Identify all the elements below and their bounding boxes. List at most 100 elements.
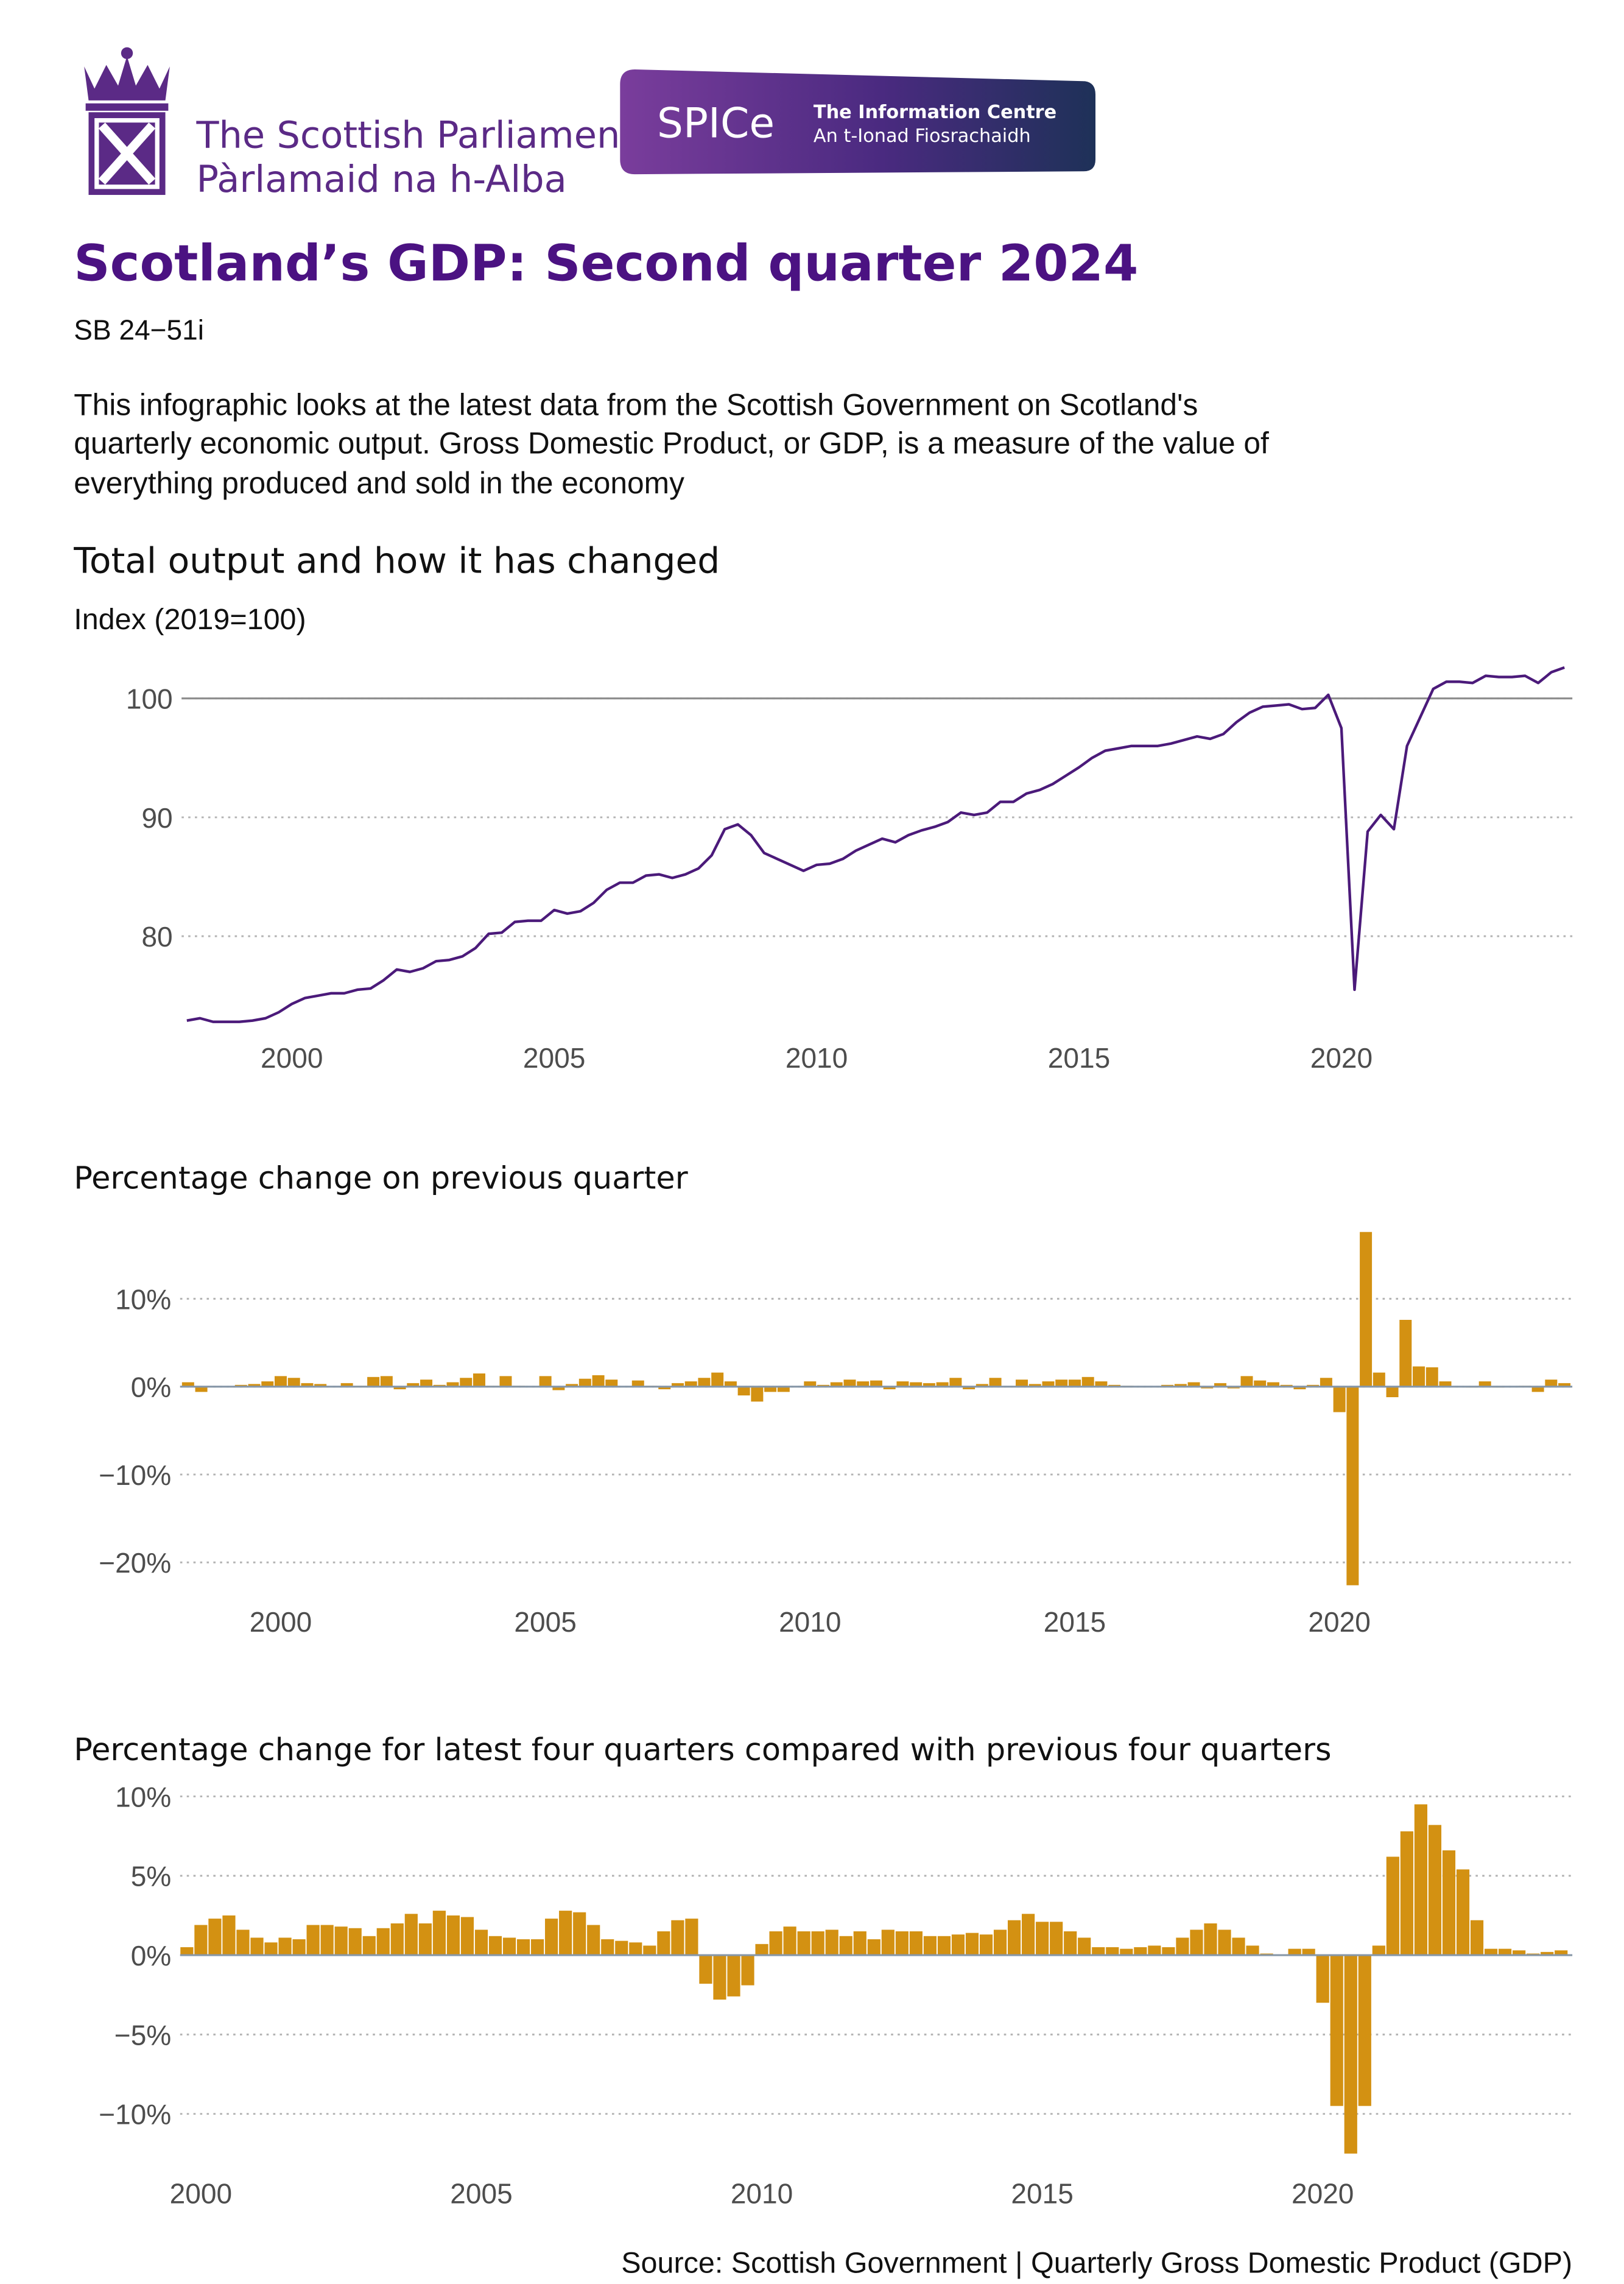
bar bbox=[380, 1376, 393, 1387]
bar bbox=[1330, 1955, 1343, 2106]
parliament-logo bbox=[84, 47, 170, 196]
x-tick-label: 2005 bbox=[450, 2177, 512, 2209]
badge bbox=[620, 69, 1096, 175]
bar bbox=[1050, 1922, 1063, 1956]
bar bbox=[764, 1386, 777, 1392]
bar bbox=[1545, 1380, 1558, 1387]
y-tick-label: 0% bbox=[131, 1372, 172, 1403]
bar bbox=[261, 1381, 274, 1387]
bar bbox=[1541, 1951, 1554, 1956]
bar bbox=[857, 1381, 870, 1387]
bar bbox=[208, 1919, 222, 1956]
bar bbox=[287, 1378, 300, 1387]
badge-name: SPICe bbox=[657, 99, 775, 147]
bar bbox=[629, 1942, 642, 1956]
bar bbox=[530, 1939, 544, 1956]
bar bbox=[1346, 1386, 1359, 1585]
bar bbox=[896, 1381, 909, 1387]
bar bbox=[1246, 1945, 1259, 1956]
bar bbox=[979, 1934, 993, 1956]
bar bbox=[446, 1382, 459, 1387]
bar bbox=[1531, 1386, 1544, 1392]
bar bbox=[545, 1919, 558, 1956]
bar bbox=[1413, 1366, 1425, 1387]
bar bbox=[264, 1942, 278, 1956]
intro-line: This infographic looks at the latest dat… bbox=[74, 387, 1198, 421]
bar bbox=[685, 1919, 698, 1956]
bar bbox=[539, 1376, 552, 1387]
bar bbox=[1055, 1380, 1068, 1387]
bar bbox=[1190, 1930, 1203, 1956]
bar bbox=[314, 1384, 327, 1387]
bar bbox=[1400, 1831, 1413, 1956]
bar bbox=[741, 1955, 754, 1986]
y-tick-label: −10% bbox=[99, 2099, 171, 2131]
line-series bbox=[186, 666, 1565, 1023]
bar bbox=[643, 1945, 656, 1956]
bar bbox=[566, 1384, 578, 1387]
bar bbox=[671, 1920, 684, 1956]
bar bbox=[658, 1386, 671, 1390]
bar bbox=[910, 1382, 923, 1387]
bar bbox=[292, 1939, 306, 1956]
x-tick-label: 2020 bbox=[1310, 1042, 1373, 1074]
bar bbox=[883, 1386, 896, 1390]
bar bbox=[867, 1939, 881, 1956]
bar bbox=[404, 1914, 418, 1956]
bar bbox=[1428, 1825, 1442, 1956]
bar bbox=[488, 1936, 502, 1956]
bar bbox=[460, 1378, 473, 1387]
bar bbox=[473, 1373, 485, 1387]
bar bbox=[1555, 1950, 1568, 1956]
bar bbox=[1558, 1383, 1571, 1387]
bar bbox=[1106, 1947, 1119, 1956]
y-tick-label: 100 bbox=[126, 683, 173, 715]
bar bbox=[1214, 1383, 1227, 1387]
bar bbox=[1470, 1920, 1484, 1956]
bar bbox=[407, 1383, 420, 1387]
bar bbox=[1162, 1947, 1175, 1956]
x-tick-label: 2000 bbox=[170, 2177, 232, 2209]
bar bbox=[699, 1955, 712, 1984]
x-tick-label: 2020 bbox=[1292, 2177, 1354, 2209]
bar bbox=[1254, 1380, 1267, 1387]
bar bbox=[573, 1912, 586, 1956]
bar bbox=[1120, 1948, 1133, 1956]
bar bbox=[1425, 1367, 1438, 1387]
bar bbox=[870, 1380, 882, 1387]
bar bbox=[923, 1383, 935, 1387]
bar bbox=[811, 1931, 824, 1956]
bar bbox=[1134, 1947, 1147, 1956]
bar bbox=[737, 1386, 750, 1396]
x-tick-label: 2010 bbox=[779, 1606, 841, 1638]
bar bbox=[1078, 1937, 1091, 1956]
bar bbox=[1187, 1382, 1200, 1387]
bar bbox=[367, 1376, 380, 1387]
bar bbox=[301, 1383, 314, 1387]
bar bbox=[274, 1376, 287, 1387]
bar bbox=[830, 1382, 843, 1387]
bar bbox=[592, 1375, 605, 1387]
badge-title: The Information Centre bbox=[814, 102, 1056, 123]
y-tick-label: 10% bbox=[115, 1781, 171, 1813]
bar bbox=[376, 1928, 390, 1956]
bar bbox=[1316, 1955, 1329, 2003]
bar bbox=[769, 1931, 782, 1956]
bar bbox=[1373, 1372, 1385, 1387]
org-name-gaelic: Pàrlamaid na h-Alba bbox=[196, 158, 566, 201]
bar bbox=[783, 1926, 796, 1956]
chart-title: Percentage change for latest four quarte… bbox=[74, 1732, 1331, 1768]
bar bbox=[601, 1939, 614, 1956]
x-tick-label: 2000 bbox=[250, 1606, 312, 1638]
bar bbox=[418, 1923, 432, 1956]
y-tick-label: 0% bbox=[131, 1940, 172, 1972]
bar bbox=[1288, 1948, 1301, 1956]
bar bbox=[181, 1382, 194, 1387]
bar bbox=[895, 1931, 909, 1956]
bar bbox=[306, 1925, 320, 1956]
bar bbox=[348, 1928, 362, 1956]
bar bbox=[248, 1384, 261, 1387]
y-tick-label: 5% bbox=[131, 1861, 172, 1892]
bar bbox=[853, 1931, 866, 1956]
